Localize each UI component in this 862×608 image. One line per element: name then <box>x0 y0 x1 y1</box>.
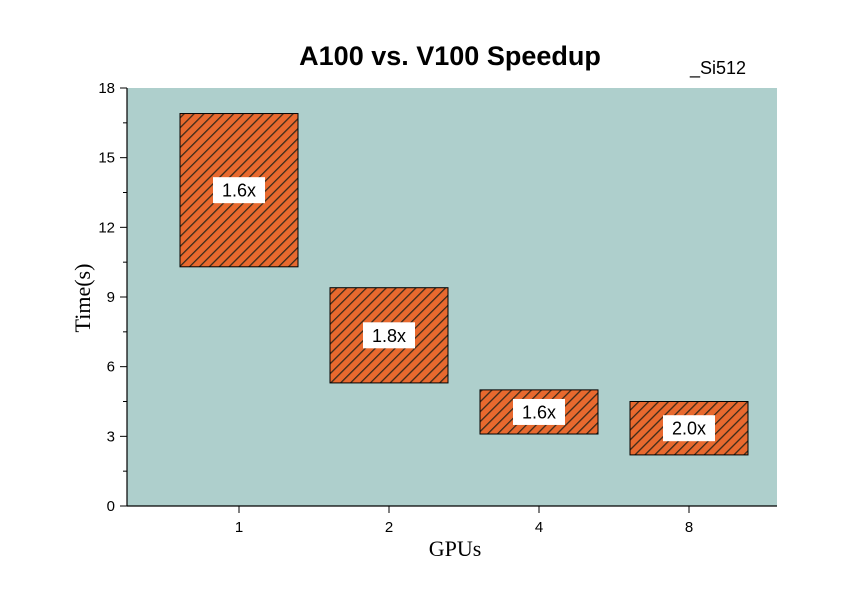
x-tick-label: 4 <box>535 519 543 536</box>
speedup-label: 1.6x <box>522 402 556 422</box>
speedup-label: 1.6x <box>222 181 256 201</box>
y-axis-label: Time(s) <box>70 264 95 333</box>
speedup-label-box <box>363 322 415 349</box>
y-tick-label: 9 <box>107 289 115 306</box>
speedup-label-box <box>663 415 715 442</box>
y-tick-label: 12 <box>98 219 115 236</box>
x-tick-label: 8 <box>685 519 693 536</box>
speedup-label-box <box>213 177 265 204</box>
y-tick-label: 15 <box>98 150 115 167</box>
chart-title: A100 vs. V100 Speedup <box>299 41 601 71</box>
speedup-label: 1.8x <box>372 326 406 346</box>
y-tick-label: 6 <box>107 359 115 376</box>
y-tick-label: 18 <box>98 80 115 97</box>
speedup-label: 2.0x <box>672 419 706 439</box>
speedup-label-box <box>513 398 565 425</box>
chart-subtitle: _Si512 <box>689 58 746 79</box>
x-tick-label: 1 <box>235 519 243 536</box>
y-tick-label: 3 <box>107 428 115 445</box>
x-tick-label: 2 <box>385 519 393 536</box>
x-axis-label: GPUs <box>429 536 482 561</box>
y-tick-label: 0 <box>107 498 115 515</box>
